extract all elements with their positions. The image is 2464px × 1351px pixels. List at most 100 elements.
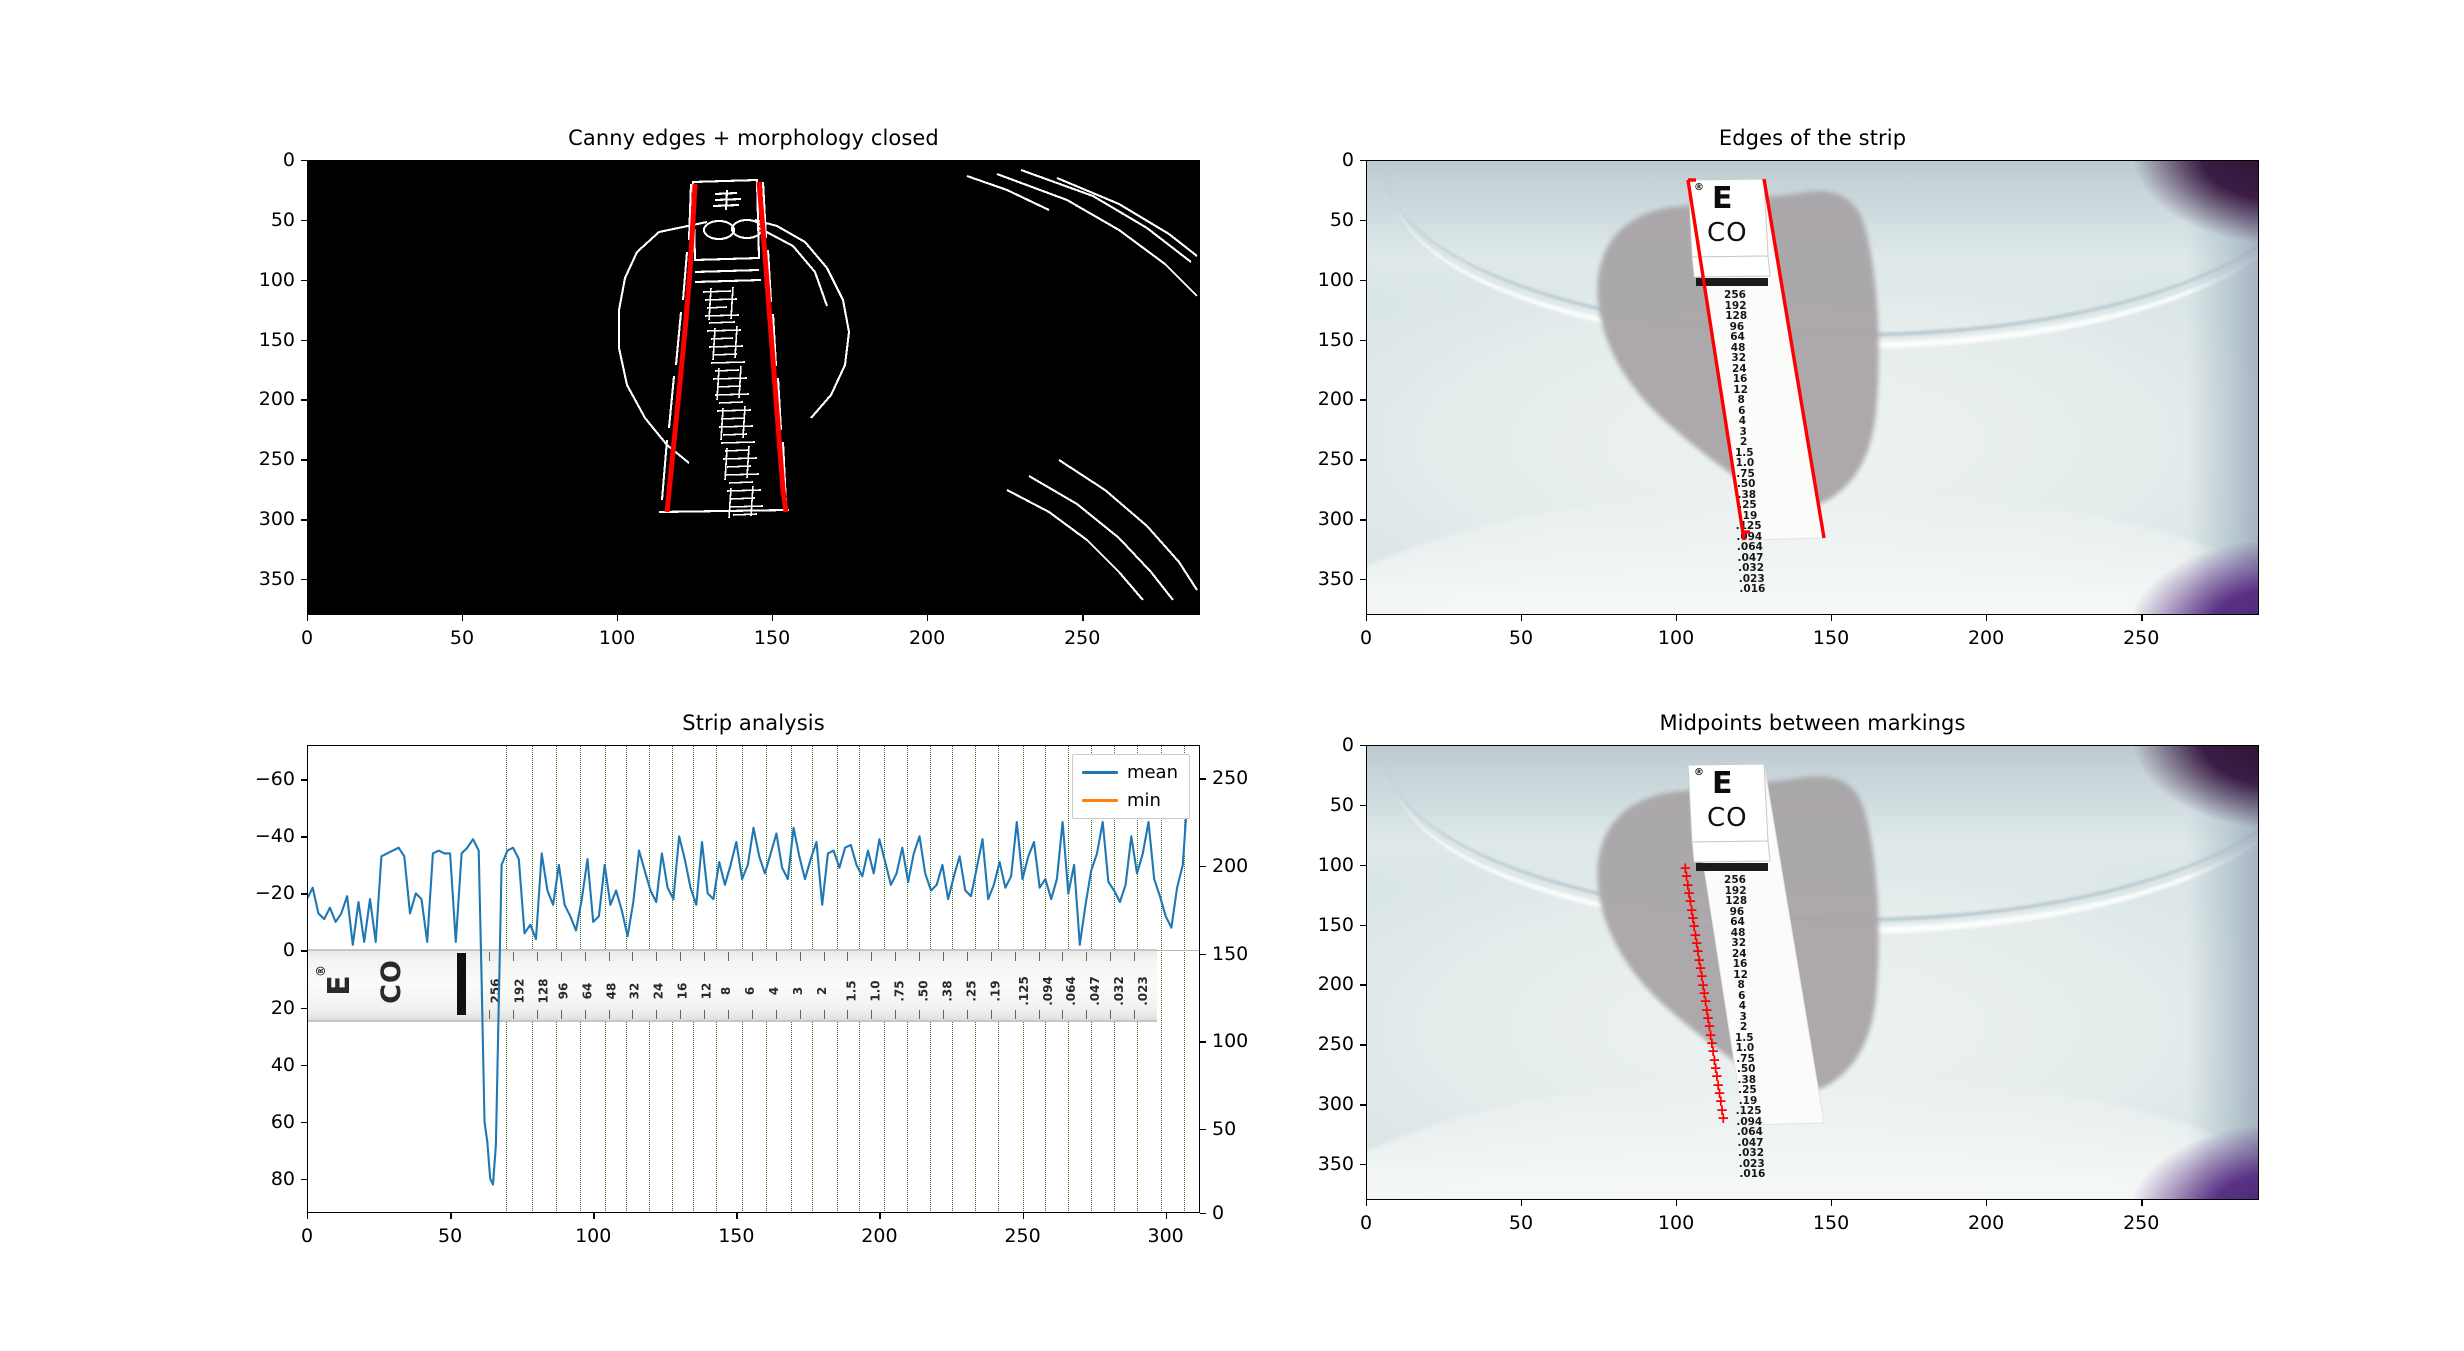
edges-ytick-label: 250 <box>1317 448 1354 471</box>
strip-brand-e: E <box>1712 766 1733 801</box>
strip-scale-label: .25 <box>1738 1084 1757 1096</box>
canny-xtick-label: 250 <box>1064 627 1101 649</box>
analysis-ytick-label: 40 <box>270 1053 295 1076</box>
analysis-yrtick-label: 200 <box>1212 854 1249 877</box>
legend-label-min: min <box>1126 790 1161 811</box>
legend-swatch-min <box>1081 799 1118 802</box>
strip-scale-label: .50 <box>1736 1063 1756 1075</box>
strip-antibiotic-code: CO <box>1707 803 1748 833</box>
inset-scale-tick <box>990 1010 992 1019</box>
inset-scale-tick <box>1086 952 1088 961</box>
midpoint-plus-marker: + <box>1695 967 1709 986</box>
canny-ytick-label: 350 <box>258 568 295 591</box>
strip-scale-label: 48 <box>1730 926 1746 939</box>
inset-scale-tick <box>680 1010 682 1019</box>
edges-ytick-label: 100 <box>1317 268 1354 291</box>
strip-scale-label: .023 <box>1738 1157 1765 1170</box>
strip-header: ® E CO <box>1688 180 1768 258</box>
edges-ytick-label: 300 <box>1317 508 1354 531</box>
inset-scale-tick <box>895 952 897 961</box>
midpoint-plus-marker: + <box>1713 1084 1726 1102</box>
inset-scale-tick <box>895 1010 897 1019</box>
midpoints-ytick-label: 0 <box>1341 734 1354 756</box>
inset-scale-tick <box>990 952 992 961</box>
edges-xtick-label: 150 <box>1812 627 1850 649</box>
strip-scale-label: 3 <box>1739 1010 1747 1023</box>
midpoint-plus-marker: + <box>1690 934 1703 952</box>
canny-ytick-label: 300 <box>258 508 295 531</box>
strip-scale-label: 1.5 <box>1734 446 1754 459</box>
strip-scale-label: .032 <box>1738 562 1765 574</box>
inset-scale-tick <box>943 1010 944 1019</box>
canny-xtick-label: 150 <box>753 627 791 649</box>
analysis-yrtick-label: 100 <box>1212 1030 1249 1053</box>
edges-ytick-label: 0 <box>1341 149 1354 171</box>
midpoints-xtick-label: 0 <box>1359 1212 1373 1234</box>
inset-scale-tick <box>1014 1010 1016 1019</box>
midpoint-plus-marker: + <box>1700 1000 1714 1019</box>
analysis-xtick-label: 300 <box>1147 1225 1184 1247</box>
midpoints-ytick-label: 150 <box>1317 913 1354 936</box>
strip-scale-label: .047 <box>1737 1136 1764 1149</box>
analysis-xtick-label: 250 <box>1004 1225 1041 1247</box>
canny-axes <box>307 160 1200 615</box>
analysis-yrtick-label: 250 <box>1212 767 1249 790</box>
canny-xtick-label: 50 <box>449 627 475 649</box>
midpoints-ytick-label: 250 <box>1317 1033 1354 1056</box>
registered-mark-icon: ® <box>1694 182 1704 193</box>
inset-scale-tick <box>608 952 610 961</box>
strip-scale-label: 192 <box>1724 299 1747 312</box>
strip-scale-label: 12 <box>1733 968 1748 981</box>
inset-scale-tick <box>823 952 825 961</box>
strip-scale-label: 8 <box>1737 979 1745 991</box>
midpoints-ytick-label: 200 <box>1317 973 1354 996</box>
strip-scale-label: 1.0 <box>1735 457 1755 469</box>
strip-scale-label: .125 <box>1735 520 1762 532</box>
inset-scale-tick <box>1038 952 1040 961</box>
midpoint-plus-marker: + <box>1701 1009 1715 1027</box>
strip-scale-label: 1.0 <box>1735 1042 1755 1054</box>
inset-scale-tick <box>871 1010 873 1019</box>
midpoint-plus-marker: + <box>1687 917 1701 936</box>
inset-scale-tick <box>584 952 586 961</box>
strip-header-2: ® E CO <box>1688 765 1768 843</box>
inset-scale-tick <box>1014 952 1016 961</box>
analysis-legend: mean min <box>1071 754 1190 819</box>
etest-strip-graphic-2 <box>1687 763 1825 1126</box>
analysis-xtick-label: 50 <box>438 1225 463 1247</box>
inset-scale-tick <box>489 952 490 961</box>
canny-ytick-label: 50 <box>270 208 295 231</box>
strip-scale-label: 1.5 <box>1734 1031 1754 1044</box>
legend-swatch-mean <box>1081 771 1118 774</box>
canny-ytick-label: 0 <box>282 149 295 171</box>
inset-scale-tick <box>775 952 777 961</box>
strip-scale-values: 256 192 128 96 64 48 32 24 16 12 8 6 4 3 2 1.5 1.0.75.50… <box>1696 289 1774 594</box>
inset-scale-tick <box>799 1010 801 1019</box>
inset-scale-tick <box>847 952 849 961</box>
inset-scale-tick <box>656 952 658 961</box>
strip-scale-label: .19 <box>1738 509 1758 522</box>
strip-scale-label: 96 <box>1729 320 1745 333</box>
midpoint-plus-marker: + <box>1691 942 1705 961</box>
analysis-mean-series <box>307 778 1190 1186</box>
inset-scale-tick <box>632 1010 634 1019</box>
midpoint-plus-marker: + <box>1715 1100 1729 1119</box>
strip-scale-label: .064 <box>1736 1126 1763 1138</box>
analysis-xtick-label: 0 <box>300 1225 314 1247</box>
inset-scale-tick <box>536 952 538 961</box>
edges-ytick-label: 200 <box>1317 388 1354 411</box>
detected-edge-overlay <box>1686 178 1826 541</box>
strip-scale-label: .023 <box>1738 572 1765 585</box>
midpoint-plus-marker: + <box>1685 900 1698 919</box>
strip-scale-label: 256 <box>1724 289 1746 301</box>
inset-scale-tick <box>1134 1010 1136 1019</box>
midpoints-ytick-label: 300 <box>1317 1093 1354 1116</box>
inset-scale-tick <box>919 952 921 961</box>
analysis-plot-area: ® E CO 256 192 128 96 64 48 32 24 16 12 8 6 4 3 2 1.5 1.0.7… <box>307 745 1200 1213</box>
inset-scale-tick <box>727 1010 729 1019</box>
strip-brand-e: E <box>1712 181 1733 216</box>
strip-scale-label: 24 <box>1731 362 1747 375</box>
panel-midpoints-title: Midpoints between markings <box>1659 711 1966 735</box>
inset-scale-tick <box>512 952 514 961</box>
analysis-yrtick-label: 50 <box>1212 1117 1237 1140</box>
